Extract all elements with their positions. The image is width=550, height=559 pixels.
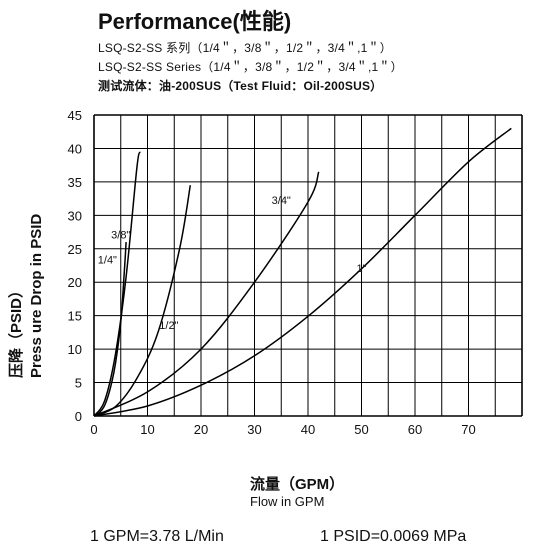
series-line <box>93 171 320 417</box>
y-tick-label: 10 <box>68 342 82 357</box>
y-tick-label: 45 <box>68 108 82 123</box>
y-tick-label: 25 <box>68 242 82 257</box>
y-tick-label: 30 <box>68 208 82 223</box>
series-label: 3/8" <box>111 230 130 242</box>
grid <box>93 114 523 417</box>
x-tick-label: 50 <box>354 422 368 437</box>
x-tick-label: 20 <box>194 422 208 437</box>
subtitle-line-en: LSQ-S2-SS Series（1/4＂，3/8＂，1/2＂，3/4＂,1＂） <box>98 60 403 74</box>
x-tick-label: 0 <box>90 422 97 437</box>
series-label: 3/4" <box>272 195 291 207</box>
x-tick-label: 70 <box>461 422 475 437</box>
series-lines <box>93 127 512 417</box>
y-tick-label: 35 <box>68 175 82 190</box>
gpm-conversion: 1 GPM=3.78 L/Min <box>90 528 224 545</box>
x-tick-label: 10 <box>140 422 154 437</box>
subtitle-line-cn: LSQ-S2-SS 系列（1/4＂，3/8＂，1/2＂，3/4＂,1＂） <box>98 41 392 55</box>
x-axis-label-en: Flow in GPM <box>250 494 325 509</box>
x-axis-label-cn: 流量（GPM） <box>250 476 345 493</box>
series-label: 1/2" <box>159 320 178 332</box>
y-tick-label: 0 <box>75 409 82 424</box>
chart-title: Performance(性能) <box>98 9 292 34</box>
y-tick-label: 20 <box>68 275 82 290</box>
series-line <box>93 185 192 417</box>
x-tick-label: 30 <box>247 422 261 437</box>
test-fluid-line: 测试流体：油-200SUS（Test Fluid：Oil-200SUS） <box>98 79 383 93</box>
series-label: 1/4" <box>98 254 117 266</box>
series-line <box>93 242 127 417</box>
x-tick-label: 40 <box>301 422 315 437</box>
y-tick-label: 40 <box>68 141 82 156</box>
series-labels: 1/4" 3/8" 1/2" 3/4" 1" <box>98 195 367 332</box>
series-label: 1" <box>356 263 366 275</box>
series-line <box>93 151 141 417</box>
y-tick-label: 15 <box>68 309 82 324</box>
series-line <box>93 127 512 417</box>
tick-labels: 0 10 20 30 40 50 60 70 0 5 10 15 20 25 30 35 40 45 <box>68 108 476 437</box>
x-tick-label: 60 <box>408 422 422 437</box>
psid-conversion: 1 PSID=0.0069 MPa <box>320 528 467 545</box>
y-tick-label: 5 <box>75 376 82 391</box>
